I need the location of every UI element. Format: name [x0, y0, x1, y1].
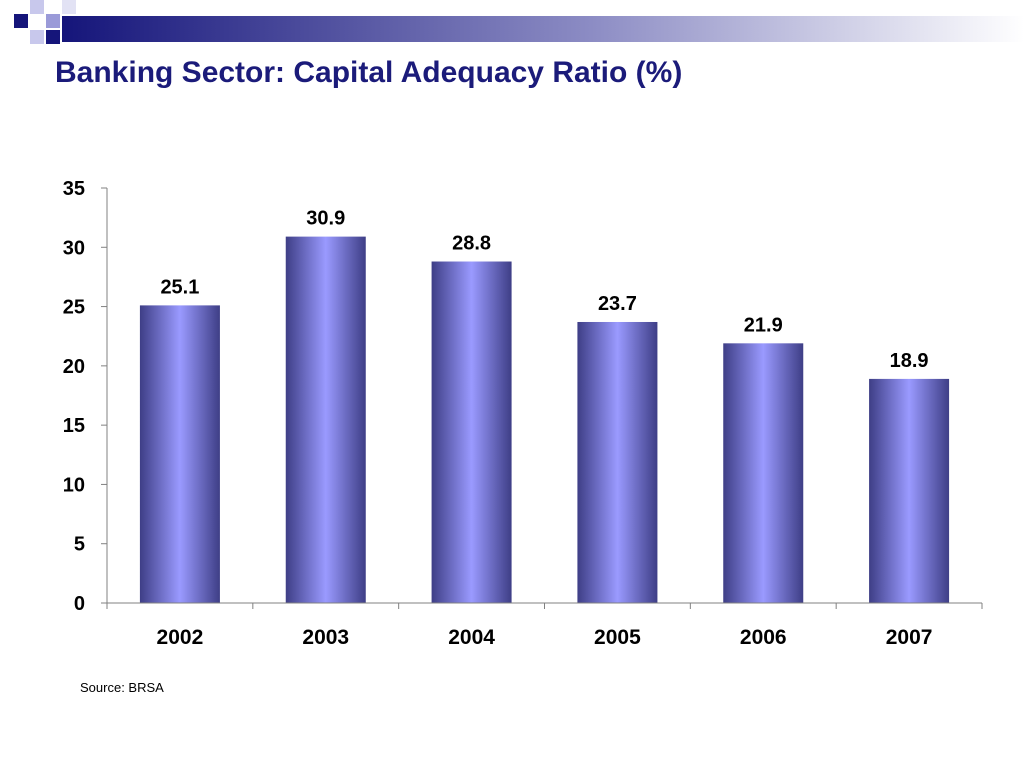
bar-value-label-2002: 25.1 [160, 276, 199, 298]
y-tick-label: 0 [74, 593, 85, 615]
source-note: Source: BRSA [80, 680, 164, 695]
bar-2002 [139, 305, 220, 603]
x-tick-label-2002: 2002 [157, 626, 204, 649]
y-tick-label: 20 [63, 356, 85, 378]
bar-value-label-2006: 21.9 [744, 314, 783, 336]
header-square [30, 0, 44, 14]
bar-2005 [577, 321, 658, 603]
header-square [46, 30, 60, 44]
x-axis-ticks: 2002 2003 2004 2005 2006 2007 [106, 603, 983, 649]
bar-value-label-2004: 28.8 [452, 233, 491, 255]
slide-title: Banking Sector: Capital Adequacy Ratio (… [55, 56, 683, 89]
header-decoration [14, 0, 1024, 44]
x-tick-label-2007: 2007 [886, 626, 933, 649]
header-square [46, 14, 60, 28]
x-tick-label-2006: 2006 [740, 626, 787, 649]
bar-2003 [285, 236, 366, 603]
x-tick-label-2003: 2003 [302, 626, 349, 649]
bar-2007 [869, 378, 950, 603]
bar-value-label-2003: 30.9 [306, 208, 345, 230]
bar-value-labels: 25.1 30.9 28.8 23.7 21.9 18.9 [160, 208, 928, 372]
y-tick-label: 10 [63, 474, 85, 496]
x-tick-label-2005: 2005 [594, 626, 641, 649]
y-tick-label: 5 [74, 534, 85, 556]
header-gradient-band [62, 16, 1024, 42]
x-tick-label-2004: 2004 [448, 626, 495, 649]
bar-value-label-2005: 23.7 [598, 293, 637, 315]
y-tick-label: 25 [63, 297, 85, 319]
bar-2004 [431, 261, 512, 603]
y-tick-label: 35 [63, 178, 85, 200]
header-square [14, 14, 28, 28]
bars [139, 236, 950, 603]
y-tick-label: 30 [63, 237, 85, 259]
bar-2006 [723, 343, 804, 603]
y-axis-ticks: 0 5 10 15 20 25 30 35 [63, 178, 107, 615]
header-square [62, 0, 76, 14]
header-square [30, 30, 44, 44]
bar-value-label-2007: 18.9 [890, 350, 929, 372]
y-tick-label: 15 [63, 415, 85, 437]
